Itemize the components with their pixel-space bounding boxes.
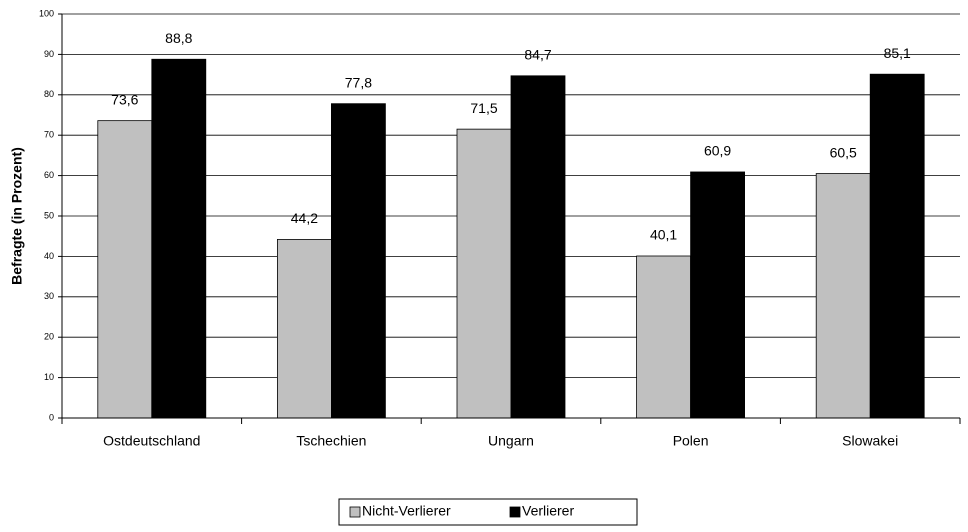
bar	[636, 255, 691, 419]
y-tick-label: 70	[44, 130, 54, 140]
y-tick-label: 30	[44, 291, 54, 301]
y-tick-label: 0	[49, 412, 54, 422]
bar	[456, 128, 512, 419]
value-label: 60,9	[704, 143, 731, 159]
y-tick-label: 80	[44, 89, 54, 99]
legend-label: Verlierer	[522, 503, 574, 519]
value-label: 44,2	[291, 210, 318, 226]
y-tick-label: 100	[39, 8, 54, 18]
bar	[97, 120, 153, 419]
value-label: 40,1	[650, 227, 677, 243]
y-tick-label: 50	[44, 210, 54, 220]
y-axis-label: Befragte (in Prozent)	[9, 147, 25, 285]
x-tick-label: Tschechien	[296, 433, 366, 449]
bar	[151, 58, 207, 419]
value-label: 85,1	[884, 45, 911, 61]
legend-label: Nicht-Verlierer	[362, 503, 451, 519]
x-tick-label: Ungarn	[488, 433, 534, 449]
y-tick-label: 90	[44, 49, 54, 59]
value-label: 77,8	[345, 74, 372, 90]
value-label: 60,5	[830, 144, 857, 160]
y-tick-label: 10	[44, 372, 54, 382]
value-label: 88,8	[165, 30, 192, 46]
value-label: 73,6	[111, 91, 138, 107]
x-tick-label: Slowakei	[842, 433, 898, 449]
legend-swatch	[349, 506, 361, 518]
bar	[330, 103, 386, 419]
value-label: 84,7	[524, 47, 551, 63]
y-tick-label: 20	[44, 332, 54, 342]
bar	[869, 73, 925, 419]
bar	[690, 171, 745, 419]
legend-swatch	[509, 506, 521, 518]
y-tick-label: 40	[44, 251, 54, 261]
x-tick-label: Polen	[673, 433, 709, 449]
bar	[276, 239, 332, 419]
x-tick-label: Ostdeutschland	[103, 433, 200, 449]
legend-box	[338, 498, 638, 526]
bar	[510, 75, 566, 419]
value-label: 71,5	[470, 100, 497, 116]
bar	[815, 173, 871, 419]
y-tick-label: 60	[44, 170, 54, 180]
